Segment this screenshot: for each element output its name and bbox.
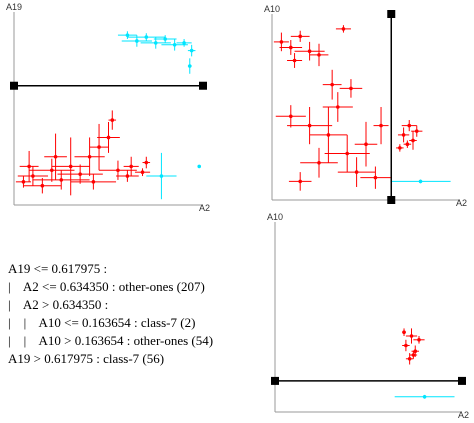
point xyxy=(189,48,194,53)
split-handle xyxy=(199,81,207,90)
point xyxy=(336,105,340,109)
point xyxy=(405,142,410,146)
point xyxy=(341,27,346,31)
point xyxy=(326,133,331,137)
point xyxy=(411,138,415,143)
point xyxy=(31,174,35,178)
point xyxy=(330,82,334,87)
point xyxy=(53,154,58,159)
plot: A19 A2 xyxy=(6,2,210,213)
point xyxy=(110,118,115,122)
point xyxy=(411,353,416,357)
point xyxy=(40,183,45,188)
point xyxy=(407,123,412,128)
point xyxy=(317,53,321,57)
x-axis-label: A2 xyxy=(458,410,469,420)
point xyxy=(153,41,158,45)
point xyxy=(106,135,111,140)
point xyxy=(418,179,423,184)
point xyxy=(68,164,73,169)
point xyxy=(414,129,419,133)
tree-line: | A2 <= 0.634350 : other-ones (207) xyxy=(8,279,205,294)
point xyxy=(298,34,303,39)
point xyxy=(135,39,139,43)
point xyxy=(354,170,359,174)
point xyxy=(289,45,293,50)
tree-line: | | A10 <= 0.163654 : class-7 (2) xyxy=(8,315,196,330)
point xyxy=(97,145,101,149)
point xyxy=(125,174,130,178)
split-handle xyxy=(387,196,396,204)
split-handle xyxy=(387,10,396,18)
split-handle xyxy=(10,81,18,90)
point xyxy=(317,161,321,165)
tree-line: A19 > 0.617975 : class-7 (56) xyxy=(8,351,165,366)
point xyxy=(87,154,92,159)
point xyxy=(129,164,133,169)
point xyxy=(422,395,427,399)
point xyxy=(379,123,383,128)
point xyxy=(307,49,312,53)
point xyxy=(298,179,303,184)
point xyxy=(292,58,297,63)
x-axis-label: A2 xyxy=(199,203,210,213)
y-axis-label: A10 xyxy=(264,4,280,14)
point xyxy=(404,343,408,348)
point xyxy=(182,41,186,45)
point xyxy=(413,349,418,354)
plot: A10 A2 xyxy=(264,4,467,208)
point xyxy=(364,142,368,146)
x-axis-label: A2 xyxy=(456,198,467,208)
point xyxy=(401,133,406,137)
point xyxy=(163,37,167,41)
point xyxy=(159,174,164,178)
decision-tree: A19 <= 0.617975 : | A2 <= 0.634350 : othe… xyxy=(8,260,213,368)
y-axis-label: A19 xyxy=(6,2,22,12)
point xyxy=(197,164,202,169)
point xyxy=(27,164,31,169)
split-handle xyxy=(271,376,279,385)
point xyxy=(307,123,312,128)
point xyxy=(279,40,284,44)
point xyxy=(50,168,54,173)
point xyxy=(91,180,96,184)
point xyxy=(289,114,293,119)
point xyxy=(407,357,412,361)
tree-line: | A2 > 0.634350 : xyxy=(8,297,109,312)
point xyxy=(125,33,130,37)
point xyxy=(144,35,149,39)
point xyxy=(409,334,414,338)
tree-line: A19 <= 0.617975 : xyxy=(8,261,108,276)
y-axis-label: A10 xyxy=(267,212,283,222)
point xyxy=(172,43,177,47)
point xyxy=(21,180,26,184)
point xyxy=(345,151,350,156)
point xyxy=(59,178,64,182)
split-handle xyxy=(458,376,466,385)
plot: A10 A2 xyxy=(267,212,469,420)
point xyxy=(78,172,82,176)
point xyxy=(187,64,192,68)
tree-line: | | A10 > 0.163654 : other-ones (54) xyxy=(8,333,214,348)
point xyxy=(140,170,145,174)
point xyxy=(116,168,120,173)
point xyxy=(398,146,402,150)
point xyxy=(349,86,353,91)
point xyxy=(373,175,378,180)
point xyxy=(417,338,421,342)
point xyxy=(144,160,149,165)
point xyxy=(402,330,406,335)
